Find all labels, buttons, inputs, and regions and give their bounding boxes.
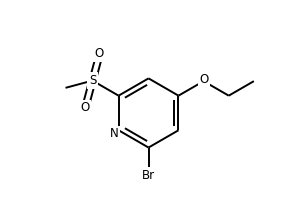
Text: O: O bbox=[80, 101, 89, 114]
Text: O: O bbox=[200, 73, 209, 86]
Text: Br: Br bbox=[142, 169, 155, 182]
Text: S: S bbox=[89, 74, 96, 87]
Text: N: N bbox=[110, 127, 119, 140]
Text: O: O bbox=[95, 47, 104, 60]
